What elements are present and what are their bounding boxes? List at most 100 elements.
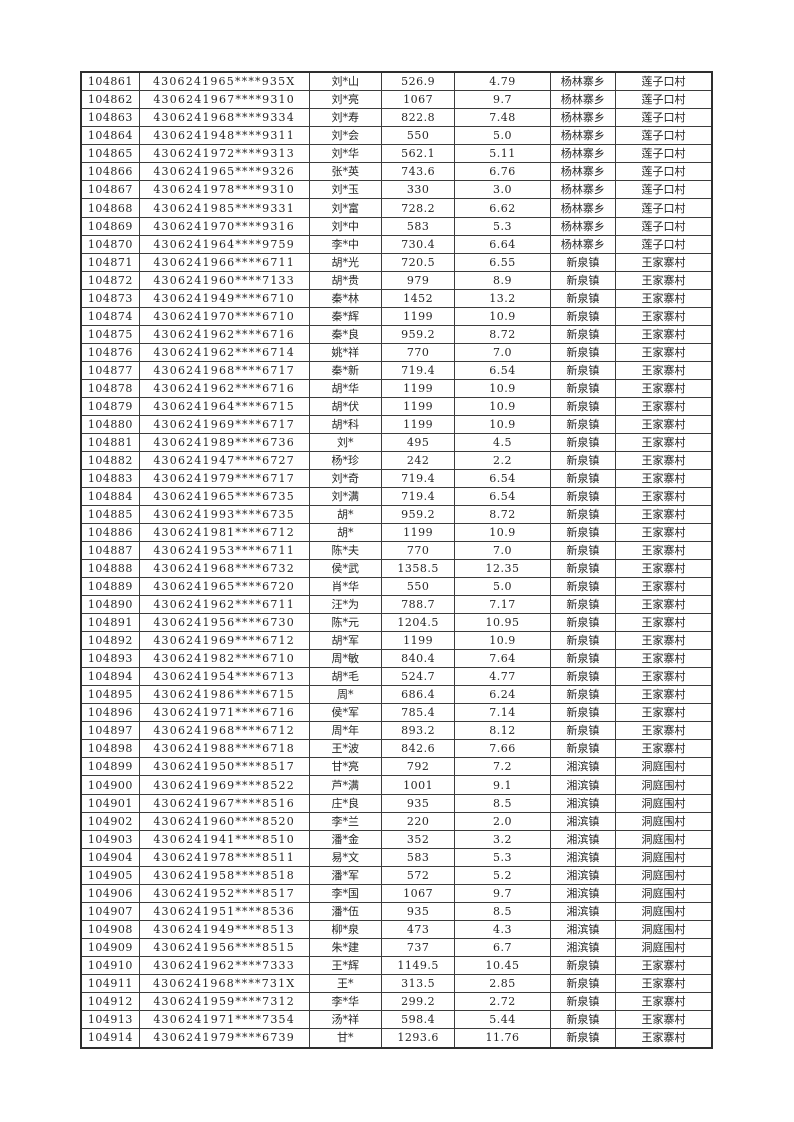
rate-cell: 13.2 [454,288,551,308]
rate-cell: 5.11 [454,144,551,164]
town-cell: 杨林寨乡 [549,216,617,236]
rate-cell: 5.3 [454,216,551,236]
id-number-cell: 4306241968****731X [138,973,310,993]
serial-cell: 104880 [80,414,140,434]
town-cell: 新泉镇 [549,973,617,993]
name-cell: 胡*军 [308,631,382,651]
rate-cell: 10.45 [454,955,551,975]
id-number-cell: 4306241952****8517 [138,883,310,903]
rate-cell: 10.9 [454,306,551,326]
amount-cell: 792 [380,757,456,777]
amount-cell: 1204.5 [380,613,456,633]
rate-cell: 5.0 [454,577,551,597]
town-cell: 湘滨镇 [549,829,617,849]
table-row: 104872 4306241960****7133 胡*贵 979 8.9 新泉镇 王家寨村 [80,270,713,290]
table-row: 104873 4306241949****6710 秦*林 1452 13.2 新泉镇 王家… [80,288,713,308]
amount-cell: 1199 [380,523,456,543]
id-number-cell: 4306241978****8511 [138,847,310,867]
id-number-cell: 4306241982****6710 [138,649,310,669]
name-cell: 易*文 [308,847,382,867]
name-cell: 胡*光 [308,252,382,272]
village-cell: 洞庭围村 [615,865,713,885]
rate-cell: 8.12 [454,721,551,741]
village-cell: 王家寨村 [615,541,713,561]
town-cell: 新泉镇 [549,613,617,633]
amount-cell: 1199 [380,378,456,398]
serial-cell: 104904 [80,847,140,867]
name-cell: 甘*亮 [308,757,382,777]
serial-cell: 104912 [80,991,140,1011]
rate-cell: 5.0 [454,126,551,146]
table-row: 104914 4306241979****6739 甘* 1293.6 11.76 新泉镇… [80,1027,713,1049]
serial-cell: 104868 [80,198,140,218]
rate-cell: 10.9 [454,378,551,398]
serial-cell: 104913 [80,1009,140,1029]
rate-cell: 9.7 [454,90,551,110]
table-row: 104896 4306241971****6716 侯*军 785.4 7.14 新泉镇王… [80,703,713,723]
table-row: 104907 4306241951****8536 潘*伍 935 8.5 湘滨镇 洞庭围村 [80,901,713,921]
town-cell: 新泉镇 [549,432,617,452]
table-row: 104912 4306241959****7312 李*华 299.2 2.72 新泉镇王… [80,991,713,1011]
town-cell: 湘滨镇 [549,757,617,777]
id-number-cell: 4306241985****9331 [138,198,310,218]
serial-cell: 104864 [80,126,140,146]
amount-cell: 495 [380,432,456,452]
village-cell: 王家寨村 [615,288,713,308]
rate-cell: 7.0 [454,342,551,362]
serial-cell: 104897 [80,721,140,741]
town-cell: 杨林寨乡 [549,198,617,218]
id-number-cell: 4306241956****6730 [138,613,310,633]
id-number-cell: 4306241948****9311 [138,126,310,146]
name-cell: 刘*中 [308,216,382,236]
table-row: 104904 4306241978****8511 易*文 583 5.3 湘滨镇 洞庭围村 [80,847,713,867]
name-cell: 侯*军 [308,703,382,723]
amount-cell: 935 [380,793,456,813]
town-cell: 新泉镇 [549,703,617,723]
serial-cell: 104876 [80,342,140,362]
id-number-cell: 4306241962****6716 [138,324,310,344]
table-row: 104885 4306241993****6735 胡* 959.2 8.72 新泉镇 王家… [80,505,713,525]
serial-cell: 104909 [80,937,140,957]
table-row: 104877 4306241968****6717 秦*新 719.4 6.54 新泉镇王… [80,360,713,380]
id-number-cell: 4306241981****6712 [138,523,310,543]
table-row: 104900 4306241969****8522 芦*满 1001 9.1 湘滨镇 洞庭围… [80,775,713,795]
id-number-cell: 4306241988****6718 [138,739,310,759]
amount-cell: 959.2 [380,505,456,525]
town-cell: 湘滨镇 [549,919,617,939]
amount-cell: 550 [380,577,456,597]
amount-cell: 842.6 [380,739,456,759]
town-cell: 杨林寨乡 [549,234,617,254]
name-cell: 刘*寿 [308,108,382,128]
village-cell: 王家寨村 [615,955,713,975]
serial-cell: 104893 [80,649,140,669]
amount-cell: 730.4 [380,234,456,254]
id-number-cell: 4306241965****6735 [138,486,310,507]
table-row: 104893 4306241982****6710 周*敏 840.4 7.64 新泉镇王… [80,649,713,669]
rate-cell: 10.9 [454,414,551,434]
village-cell: 王家寨村 [615,414,713,434]
serial-cell: 104865 [80,144,140,164]
id-number-cell: 4306241954****6713 [138,667,310,687]
village-cell: 王家寨村 [615,523,713,543]
name-cell: 周*年 [308,721,382,741]
serial-cell: 104885 [80,505,140,525]
name-cell: 秦*林 [308,288,382,308]
rate-cell: 7.17 [454,595,551,615]
village-cell: 洞庭围村 [615,919,713,939]
amount-cell: 1293.6 [380,1027,456,1049]
village-cell: 王家寨村 [615,324,713,344]
rate-cell: 7.2 [454,757,551,777]
table-row: 104871 4306241966****6711 胡*光 720.5 6.55 新泉镇王… [80,252,713,272]
table-row: 104890 4306241962****6711 汪*为 788.7 7.17 新泉镇王… [80,595,713,615]
village-cell: 莲子口村 [615,216,713,236]
id-number-cell: 4306241949****6710 [138,288,310,308]
name-cell: 张*英 [308,162,382,182]
rate-cell: 10.95 [454,613,551,633]
town-cell: 新泉镇 [549,667,617,687]
rate-cell: 6.7 [454,937,551,957]
amount-cell: 840.4 [380,649,456,669]
amount-cell: 686.4 [380,685,456,705]
id-number-cell: 4306241953****6711 [138,541,310,561]
table-row: 104909 4306241956****8515 朱*建 737 6.7 湘滨镇 洞庭围村 [80,937,713,957]
rate-cell: 2.85 [454,973,551,993]
